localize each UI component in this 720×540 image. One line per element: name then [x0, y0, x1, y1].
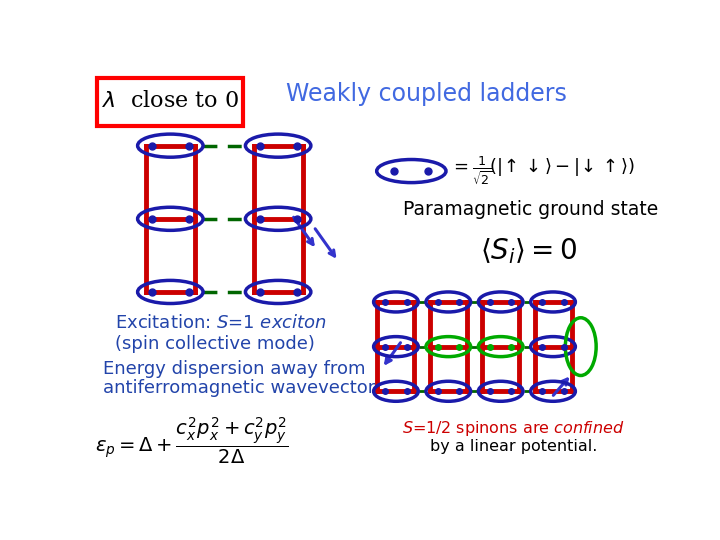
Text: (spin collective mode): (spin collective mode) — [115, 335, 315, 353]
Text: $\langle S_i \rangle = 0$: $\langle S_i \rangle = 0$ — [480, 236, 577, 266]
Text: $\lambda$  close to 0: $\lambda$ close to 0 — [102, 90, 239, 112]
Text: $\varepsilon_p = \Delta + \dfrac{c_x^2 p_x^2 + c_y^2 p_y^2}{2\Delta}$: $\varepsilon_p = \Delta + \dfrac{c_x^2 p… — [95, 415, 289, 465]
Text: $S$=1/2 spinons are $\bf{\it{confined}}$: $S$=1/2 spinons are $\bf{\it{confined}}$ — [402, 418, 625, 438]
Text: by a linear potential.: by a linear potential. — [430, 439, 598, 454]
Text: antiferromagnetic wavevector: antiferromagnetic wavevector — [104, 379, 376, 397]
Text: Energy dispersion away from: Energy dispersion away from — [104, 360, 366, 378]
Text: Excitation: $S$=1 $\it{exciton}$: Excitation: $S$=1 $\it{exciton}$ — [115, 314, 327, 332]
Text: Paramagnetic ground state: Paramagnetic ground state — [403, 200, 658, 219]
FancyBboxPatch shape — [97, 78, 243, 126]
Text: Weakly coupled ladders: Weakly coupled ladders — [287, 82, 567, 106]
Text: $=\frac{1}{\sqrt{2}}\!\left(|\!\uparrow\downarrow\rangle - |\!\downarrow\uparrow: $=\frac{1}{\sqrt{2}}\!\left(|\!\uparrow\… — [450, 154, 635, 187]
